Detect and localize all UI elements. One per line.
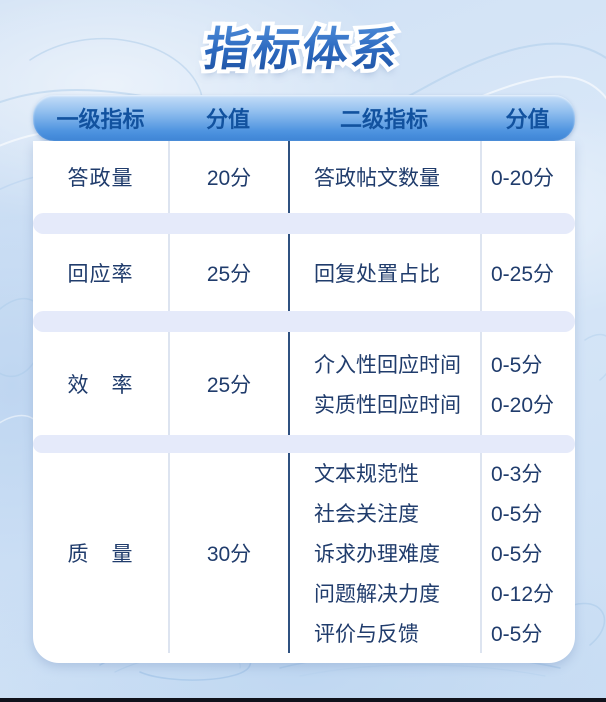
l2-score: 0-5分 — [491, 353, 543, 377]
cell-l1-score: 20分 — [168, 141, 288, 213]
header-score-2: 分值 — [505, 107, 550, 132]
cell-l2-scores: 0-3分 0-5分 0-5分 0-12分 0-5分 — [480, 453, 575, 653]
l2-label: 社会关注度 — [314, 503, 419, 526]
l1-label: 回应率 — [67, 262, 134, 286]
cell-l2-scores: 0-5分 0-20分 — [480, 332, 575, 435]
bottom-border — [0, 698, 606, 702]
l1-label: 质 量 — [67, 543, 134, 566]
row-separator — [33, 213, 575, 234]
table-row-answer-volume: 答政量 20分 答政帖文数量 0-20分 — [33, 141, 575, 213]
header-score-1: 分值 — [205, 107, 250, 132]
l2-score: 0-5分 — [491, 543, 543, 566]
l1-label: 答政量 — [67, 167, 134, 190]
l2-label: 实质性回应时间 — [314, 393, 461, 417]
l2-label: 文本规范性 — [314, 463, 419, 486]
row-separator — [33, 435, 575, 453]
l2-label: 介入性回应时间 — [314, 353, 461, 377]
table-header-row: 一级指标 分值 二级指标 分值 — [33, 95, 575, 141]
cell-l1-score: 30分 — [168, 453, 288, 653]
l2-label: 评价与反馈 — [314, 623, 419, 646]
cell-l1-score: 25分 — [168, 234, 288, 311]
cell-l2-names: 介入性回应时间 实质性回应时间 — [288, 332, 480, 435]
table-body: 答政量 20分 答政帖文数量 0-20分 回应率 25分 回复处置占比 0-25… — [33, 141, 575, 663]
page-title: 指标体系 指标体系 — [0, 13, 606, 79]
cell-l1-name: 质 量 — [33, 453, 168, 653]
table-row-quality: 质 量 30分 文本规范性 社会关注度 诉求办理难度 问题解决力度 评价与反馈 … — [33, 453, 575, 653]
header-level2-indicator: 二级指标 — [339, 107, 428, 132]
l2-score: 0-20分 — [491, 393, 555, 417]
l2-score: 0-12分 — [491, 583, 555, 606]
cell-l1-name: 答政量 — [33, 141, 168, 213]
l2-label: 诉求办理难度 — [314, 543, 440, 566]
cell-l2-names: 文本规范性 社会关注度 诉求办理难度 问题解决力度 评价与反馈 — [288, 453, 480, 653]
table-row-efficiency: 效 率 25分 介入性回应时间 实质性回应时间 0-5分 0-20分 — [33, 332, 575, 435]
indicator-table: 一级指标 分值 二级指标 分值 答政量 20分 答政帖文数量 0-20分 回应率… — [33, 95, 575, 663]
cell-l1-name: 效 率 — [33, 332, 168, 435]
l2-label: 问题解决力度 — [314, 583, 440, 606]
l2-score: 0-5分 — [491, 503, 543, 526]
cell-l2-name: 回复处置占比 — [288, 234, 480, 311]
header-level1-indicator: 一级指标 — [56, 107, 145, 132]
l1-label: 效 率 — [67, 373, 134, 397]
cell-l1-name: 回应率 — [33, 234, 168, 311]
l2-score: 0-3分 — [491, 463, 543, 486]
l2-score: 0-5分 — [491, 623, 543, 646]
cell-l1-score: 25分 — [168, 332, 288, 435]
cell-l2-score: 0-20分 — [480, 141, 575, 213]
cell-l2-name: 答政帖文数量 — [288, 141, 480, 213]
row-separator — [33, 311, 575, 332]
table-row-response-rate: 回应率 25分 回复处置占比 0-25分 — [33, 234, 575, 311]
cell-l2-score: 0-25分 — [480, 234, 575, 311]
page-title-text: 指标体系 — [200, 13, 405, 79]
